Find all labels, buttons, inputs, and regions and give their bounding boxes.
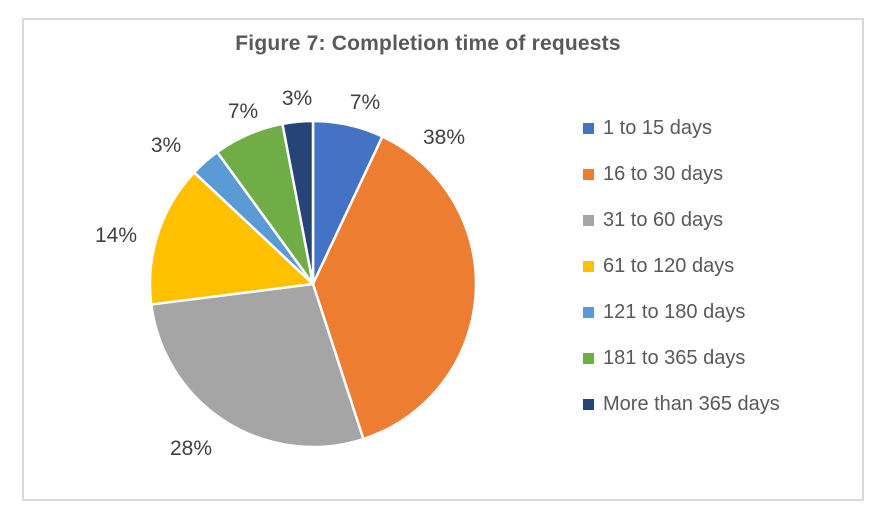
legend-label: 181 to 365 days bbox=[603, 346, 746, 369]
legend-marker-icon bbox=[583, 260, 594, 272]
legend-label: 16 to 30 days bbox=[603, 162, 724, 185]
legend-label: 121 to 180 days bbox=[603, 300, 746, 323]
pie-data-label-1: 38% bbox=[422, 126, 466, 149]
pie-slice-6 bbox=[281, 119, 315, 286]
pie-data-label-3: 14% bbox=[94, 224, 138, 247]
chart-legend: 1 to 15 days 16 to 30 days 31 to 60 days 61… bbox=[583, 105, 780, 427]
legend-marker-icon bbox=[583, 168, 594, 180]
pie-data-label-0: 7% bbox=[349, 91, 381, 114]
legend-item-4: 121 to 180 days bbox=[583, 289, 780, 335]
legend-label: 61 to 120 days bbox=[603, 254, 735, 277]
pie-data-label-2: 28% bbox=[169, 437, 213, 460]
legend-marker-icon bbox=[583, 306, 594, 318]
legend-marker-icon bbox=[583, 352, 594, 364]
pie-data-label-5: 7% bbox=[227, 100, 259, 123]
legend-item-2: 31 to 60 days bbox=[583, 197, 780, 243]
legend-label: 1 to 15 days bbox=[603, 116, 712, 139]
chart-title: Figure 7: Completion time of requests bbox=[235, 32, 621, 55]
pie-slice-1 bbox=[311, 135, 478, 441]
legend-item-1: 16 to 30 days bbox=[583, 151, 780, 197]
legend-label: 31 to 60 days bbox=[603, 208, 724, 231]
pie-data-label-4: 3% bbox=[150, 134, 182, 157]
legend-item-5: 181 to 365 days bbox=[583, 335, 780, 381]
legend-label: More than 365 days bbox=[603, 392, 780, 415]
legend-marker-icon bbox=[583, 122, 594, 134]
pie-data-label-6: 3% bbox=[281, 87, 313, 110]
legend-item-3: 61 to 120 days bbox=[583, 243, 780, 289]
legend-item-0: 1 to 15 days bbox=[583, 105, 780, 151]
legend-item-6: More than 365 days bbox=[583, 381, 780, 427]
pie-slice-3 bbox=[148, 171, 315, 306]
legend-marker-icon bbox=[583, 398, 594, 410]
pie-slice-2 bbox=[150, 282, 365, 449]
legend-marker-icon bbox=[583, 214, 594, 226]
